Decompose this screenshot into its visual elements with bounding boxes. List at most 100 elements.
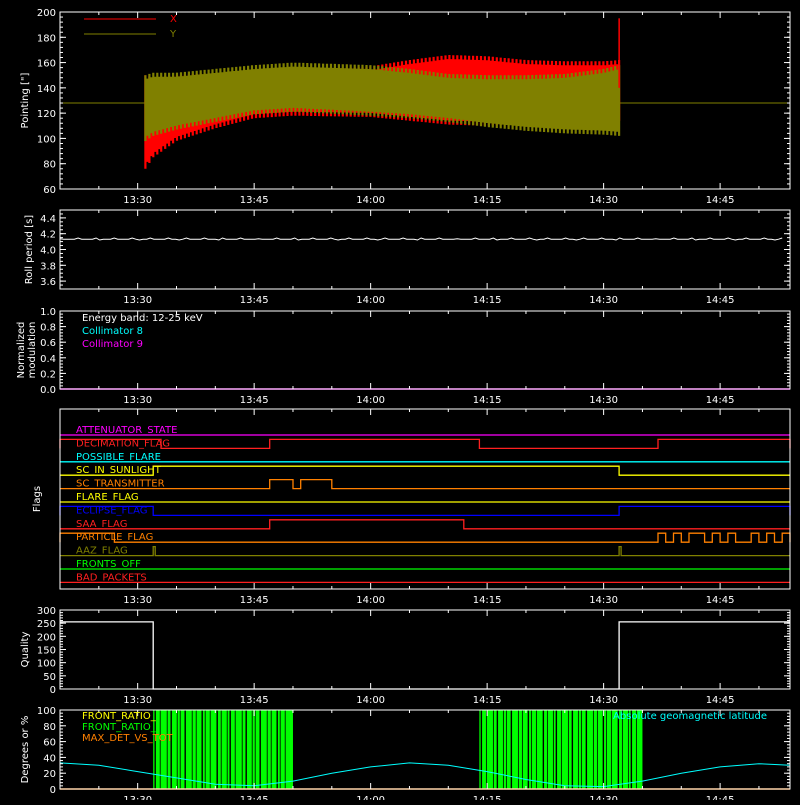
- flag-label: DECIMATION_FLAG: [76, 438, 170, 449]
- y-tick-label: 100: [37, 706, 56, 717]
- y-tick-label: 1.0: [40, 307, 56, 318]
- flag-label: FRONTS_OFF: [76, 559, 141, 570]
- x-tick-label: 14:00: [356, 295, 385, 306]
- y-tick-label: 0.6: [40, 338, 56, 349]
- x-tick-label: 14:00: [356, 695, 385, 706]
- flag-trace: [60, 545, 790, 557]
- y-axis-label: Flags: [32, 486, 43, 512]
- y-tick-label: 200: [37, 632, 56, 643]
- flag-label: PARTICLE_FLAG: [76, 532, 153, 543]
- x-tick-label: 14:00: [356, 595, 385, 606]
- x-tick-label: 14:30: [589, 295, 618, 306]
- y-tick-label: 0.0: [40, 385, 56, 396]
- flag-eclipse-flag: ECLIPSE_FLAG: [59, 505, 791, 517]
- x-tick-label: 13:45: [240, 595, 269, 606]
- flag-trace: [60, 478, 790, 490]
- y-tick-label: 0: [50, 685, 56, 696]
- y-axis-label: Pointing ["]: [20, 72, 31, 128]
- series-y-oscillation: [144, 62, 621, 141]
- flag-sc-in-sunlight: SC_IN_SUNLIGHT: [60, 465, 790, 476]
- flag-trace: [59, 532, 791, 543]
- x-tick-label: 14:30: [589, 395, 618, 406]
- x-tick-label: 13:30: [123, 295, 152, 306]
- legend-collimator-8: Collimator 8: [82, 326, 143, 337]
- flag-trace: [60, 519, 790, 530]
- x-tick-label: 13:45: [240, 295, 269, 306]
- y-tick-label: 60: [43, 738, 56, 749]
- legend-max-det: MAX_DET_VS_TOT: [82, 733, 174, 744]
- x-tick-label: 14:15: [473, 795, 502, 800]
- x-tick-label: 14:00: [356, 195, 385, 206]
- x-tick-label: 14:30: [589, 795, 618, 800]
- x-tick-label: 14:45: [706, 595, 735, 606]
- y-tick-label: 300: [37, 606, 56, 617]
- flag-particle-flag: PARTICLE_FLAG: [59, 532, 791, 543]
- flag-attenuator-state: ATTENUATOR_STATE: [60, 425, 790, 436]
- y-tick-label: 40: [43, 753, 56, 764]
- panel-frame: [59, 11, 791, 190]
- legend-energy-band: Energy band: 12-25 keV: [82, 313, 203, 324]
- y-tick-label: 200: [37, 8, 56, 19]
- y-tick-label: 140: [37, 84, 56, 95]
- y-axis-label: Roll period [s]: [24, 215, 35, 284]
- roll-period-line: [59, 237, 783, 241]
- front-ratio-band: [153, 710, 293, 789]
- y-tick-label: 3.8: [40, 261, 56, 272]
- x-tick-label: 13:30: [123, 395, 152, 406]
- x-tick-label: 14:00: [356, 795, 385, 800]
- flag-sc-transmitter: SC_TRANSMITTER: [60, 479, 790, 490]
- flag-flare-flag: FLARE_FLAG: [60, 492, 790, 503]
- series-y-band: [144, 62, 621, 141]
- x-tick-label: 13:45: [240, 395, 269, 406]
- y-tick-label: 4.2: [40, 230, 56, 241]
- flag-aaz-flag: AAZ_FLAG: [60, 546, 790, 557]
- y-tick-label: 250: [37, 619, 56, 630]
- x-tick-label: 14:15: [473, 295, 502, 306]
- y-tick-label: 80: [43, 160, 56, 171]
- flag-label: SC_IN_SUNLIGHT: [76, 465, 162, 476]
- x-tick-label: 14:30: [589, 195, 618, 206]
- y-tick-label: 0.2: [40, 369, 56, 380]
- y-tick-label: 0: [50, 785, 56, 796]
- y-tick-label: 20: [43, 769, 56, 780]
- flag-possible-flare: POSSIBLE_FLARE: [60, 452, 790, 463]
- y-tick-label: 100: [37, 659, 56, 670]
- y-tick-label: 4.0: [40, 246, 56, 257]
- flag-label: ECLIPSE_FLAG: [76, 505, 147, 516]
- flag-label: AAZ_FLAG: [76, 546, 128, 557]
- x-tick-label: 14:15: [473, 695, 502, 706]
- y-tick-label: 4.4: [40, 214, 56, 225]
- flag-decimation-flag: DECIMATION_FLAG: [59, 438, 791, 449]
- flag-saa-flag: SAA_FLAG: [60, 519, 790, 530]
- x-tick-label: 14:00: [356, 395, 385, 406]
- panel-frame: [59, 408, 791, 590]
- y-axis-label: Normalized: [16, 322, 27, 379]
- panel-frame: [59, 310, 791, 390]
- flag-label: POSSIBLE_FLARE: [76, 452, 161, 463]
- flag-fronts-off: FRONTS_OFF: [60, 559, 790, 570]
- x-tick-label: 14:45: [706, 395, 735, 406]
- x-tick-label: 13:30: [123, 195, 152, 206]
- y-tick-label: 3.6: [40, 277, 56, 288]
- y-axis-label: Degrees or %: [20, 716, 31, 784]
- x-tick-label: 13:45: [240, 195, 269, 206]
- x-tick-label: 14:30: [589, 595, 618, 606]
- x-tick-label: 14:45: [706, 295, 735, 306]
- legend-geomagnetic-latitude: Absolute geomagnetic latitude: [613, 711, 767, 722]
- y-tick-label: 0.8: [40, 323, 56, 334]
- x-tick-label: 14:45: [706, 695, 735, 706]
- y-tick-label: 100: [37, 134, 56, 145]
- y-tick-label: 180: [37, 33, 56, 44]
- y-tick-label: 50: [43, 672, 56, 683]
- x-tick-label: 14:45: [706, 195, 735, 206]
- x-tick-label: 13:30: [123, 595, 152, 606]
- x-tick-label: 14:45: [706, 795, 735, 800]
- flag-bad-packets: BAD_PACKETS: [60, 572, 790, 583]
- y-axis-label: modulation: [27, 322, 38, 379]
- flag-label: SAA_FLAG: [76, 519, 127, 530]
- flag-label: FLARE_FLAG: [76, 492, 139, 503]
- y-tick-label: 80: [43, 722, 56, 733]
- flag-trace: [59, 505, 791, 517]
- x-tick-label: 14:15: [473, 395, 502, 406]
